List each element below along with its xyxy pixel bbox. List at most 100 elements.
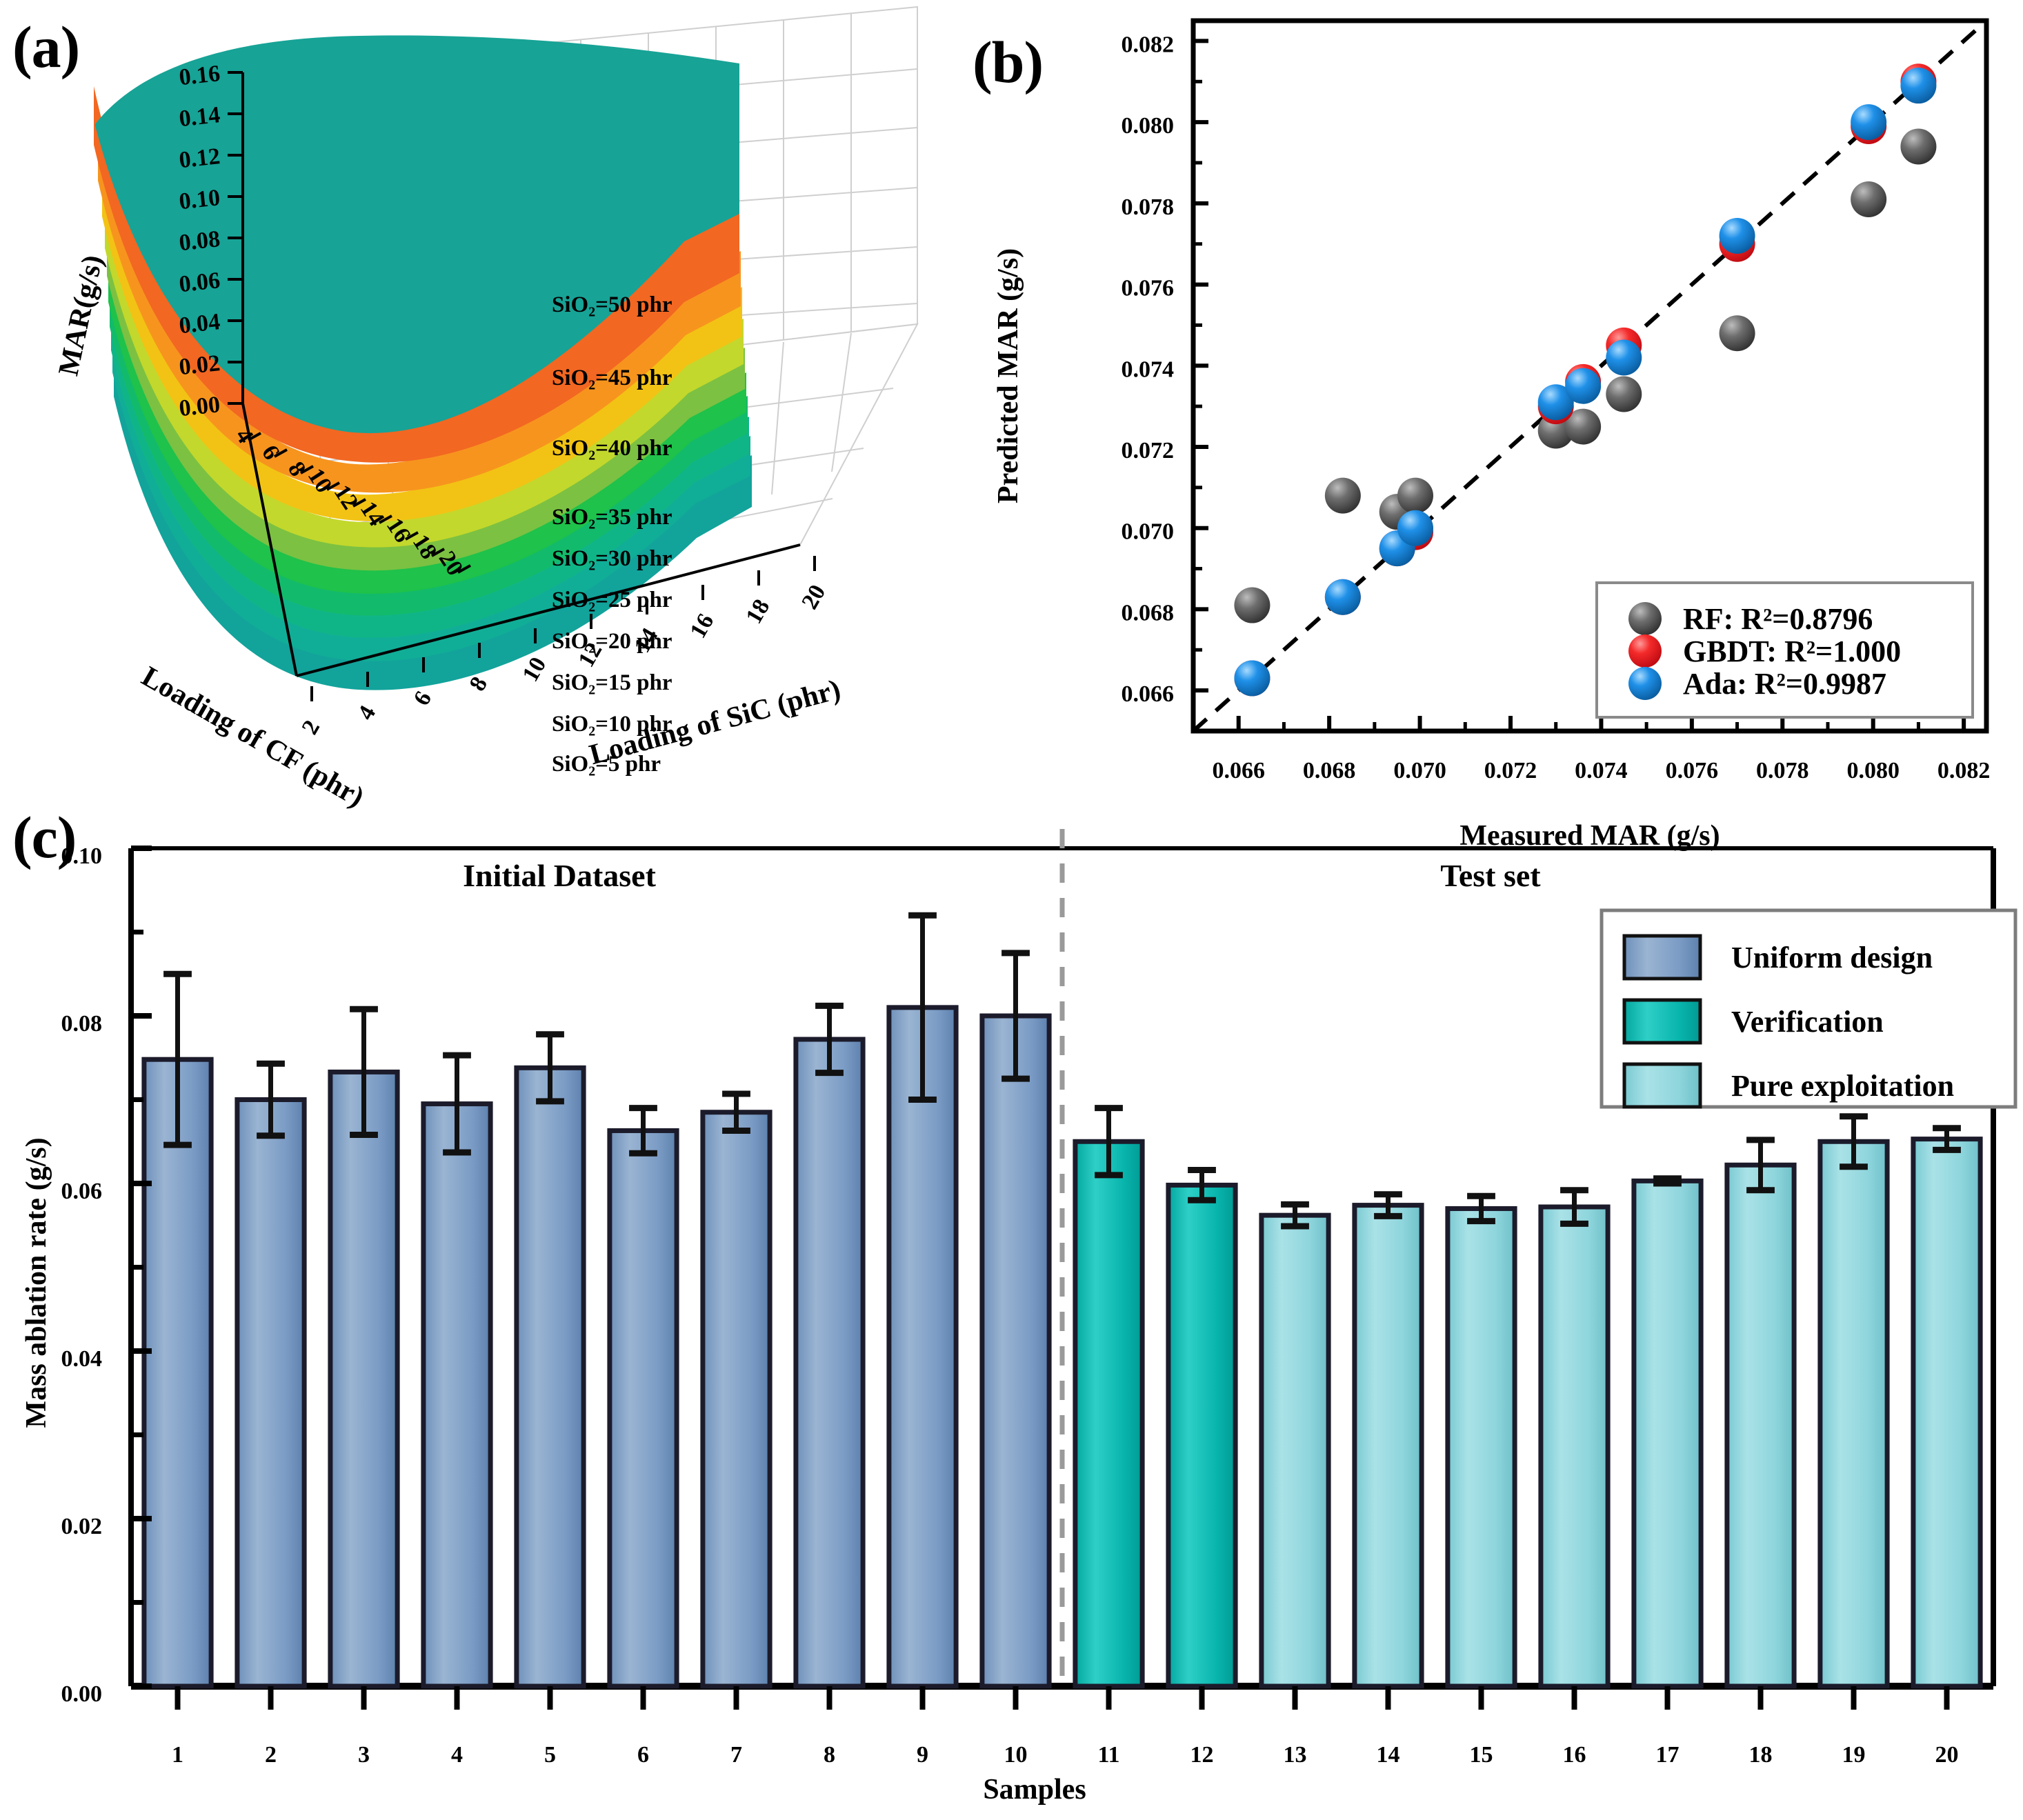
x-tick-label-5: 0.076: [1666, 758, 1719, 783]
z-tick-3: 0.10: [178, 185, 221, 214]
bar-8[interactable]: [793, 1037, 866, 1689]
x-tick-label-4: 0.074: [1575, 758, 1628, 783]
scatter-point-ada: [1565, 368, 1602, 404]
bar-10[interactable]: [979, 1013, 1052, 1689]
scatter-point-ada: [1234, 660, 1270, 697]
scatter-point-rf: [1324, 477, 1361, 514]
x-tick-label-9: 9: [917, 1742, 928, 1768]
x-tick-label-15: 15: [1470, 1742, 1493, 1768]
parity-scatter-plot: 0.066 0.068 0.070 0.072 0.074 0.076 0.078 0.080…: [993, 18, 1991, 852]
scatter-point-ada: [1397, 510, 1433, 546]
x-axis-label: Samples: [983, 1774, 1086, 1806]
bar-4[interactable]: [421, 1101, 493, 1689]
x-tick-label-5: 5: [544, 1742, 556, 1768]
scatter-point-ada: [1324, 579, 1361, 615]
surface-series-labels: SiO₂=50 phr SiO₂=45 phr SiO₂=40 phr SiO₂…: [552, 292, 672, 777]
bar-20[interactable]: [1911, 1137, 1983, 1689]
surface-ribbons: [94, 35, 752, 690]
scatter-points: [1234, 63, 1937, 697]
x-tick-label-3: 0.072: [1484, 758, 1537, 783]
scatter-point-ada: [1537, 384, 1574, 421]
y-tick-label-0: 0.066: [1122, 681, 1175, 707]
bar-7[interactable]: [700, 1110, 773, 1689]
legend-label-rf: RF: R²=0.8796: [1683, 602, 1873, 636]
legend-panel-c: Uniform design Verification Pure exploit…: [1600, 908, 2017, 1109]
bar-2[interactable]: [235, 1097, 307, 1689]
axes-ticks: 0.066 0.068 0.070 0.072 0.074 0.076 0.078 0.080…: [1122, 32, 1991, 783]
x-tick-label-16: 16: [1563, 1742, 1586, 1768]
y-tick-label-4: 0.08: [61, 1011, 103, 1037]
scatter-point-rf: [1397, 477, 1433, 514]
x-tick-label-14: 14: [1377, 1742, 1400, 1768]
y-tick-label-1: 0.02: [61, 1514, 103, 1539]
scatter-point-ada: [1719, 217, 1755, 254]
x-tick-label-4: 4: [451, 1742, 463, 1768]
bar-15[interactable]: [1445, 1206, 1517, 1689]
x-tick-label-0: 0.066: [1212, 758, 1265, 783]
surface-plot-3d: 0.16 0.14 0.12 0.10 0.08 0.06 0.04 0.02 …: [52, 6, 919, 814]
z-tick-7: 0.02: [178, 350, 221, 380]
x-tick-label-13: 13: [1284, 1742, 1307, 1768]
y-tick-3: 8: [465, 672, 493, 695]
legend-swatch-uniform-design: [1622, 934, 1702, 981]
bar-16[interactable]: [1538, 1204, 1611, 1689]
bar-5[interactable]: [514, 1065, 586, 1689]
panel-c-label: (c): [12, 804, 77, 870]
legend-panel-b: RF: R²=0.8796 GBDT: R²=1.000 Ada: R²=0.9…: [1595, 581, 1974, 719]
scatter-point-rf: [1234, 587, 1270, 623]
bar-13[interactable]: [1259, 1212, 1331, 1689]
y-tick-label-3: 0.06: [61, 1179, 103, 1204]
x-tick-label-17: 17: [1656, 1742, 1680, 1768]
x-tick-label-7: 7: [730, 1742, 742, 1768]
annotation-test-set: Test set: [1440, 858, 1541, 893]
bar-17[interactable]: [1631, 1178, 1704, 1689]
z-tick-6: 0.04: [178, 309, 221, 339]
surface-label-30: SiO₂=30 phr: [552, 546, 672, 571]
legend-swatch-pure-exploitation: [1622, 1062, 1702, 1109]
y-tick-1: 4: [353, 701, 381, 724]
surface-label-50: SiO₂=50 phr: [552, 292, 672, 317]
y-tick-7: 16: [685, 610, 719, 643]
x-tick-label-2: 0.070: [1393, 758, 1446, 783]
y-tick-0: 2: [297, 716, 326, 739]
bar-11[interactable]: [1073, 1139, 1145, 1689]
y-tick-label-6: 0.078: [1122, 194, 1175, 220]
legend-label-verification: Verification: [1731, 1005, 1884, 1039]
bar-6[interactable]: [607, 1128, 679, 1689]
bar-1[interactable]: [141, 1057, 214, 1689]
x-tick-label-1: 1: [172, 1742, 183, 1768]
x-tick-label-6: 6: [637, 1742, 649, 1768]
error-bars-group: [163, 912, 1961, 1230]
surface-label-5: SiO₂=5 phr: [552, 752, 661, 777]
scatter-point-rf: [1565, 408, 1602, 445]
y-tick-label-2: 0.070: [1122, 519, 1175, 545]
bar-18[interactable]: [1724, 1162, 1797, 1689]
bar-14[interactable]: [1352, 1203, 1424, 1689]
panel-b-label: (b): [973, 29, 1044, 95]
z-axis-label: MAR(g/s): [52, 252, 109, 379]
y-axis-label: Mass ablation rate (g/s): [21, 1137, 52, 1428]
bar-19[interactable]: [1817, 1139, 1890, 1689]
legend-swatch-verification: [1622, 998, 1702, 1045]
scatter-point-rf: [1719, 315, 1755, 352]
annotation-initial-dataset: Initial Dataset: [463, 858, 657, 893]
surface-label-15: SiO₂=15 phr: [552, 670, 672, 695]
panel-b: (b) 0.066 0.068 0.070 0.072 0.074 0.076 0.078 0…: [966, 0, 2023, 876]
x-tick-label-10: 10: [1004, 1742, 1028, 1768]
scatter-point-rf: [1851, 181, 1887, 217]
scatter-point-ada: [1900, 68, 1937, 104]
x-tick-label-12: 12: [1190, 1742, 1214, 1768]
x-tick-label-20: 20: [1935, 1742, 1959, 1768]
y-tick-label-1: 0.068: [1122, 600, 1175, 626]
y-axis-label: Predicted MAR (g/s): [993, 248, 1024, 503]
x-tick-label-7: 0.080: [1846, 758, 1900, 783]
panel-c: (c) 0.00 0.02 0.04 0.06 0.08 0.10 1 2 3 4 5 6 7 8 9 10 1…: [0, 800, 2023, 1820]
surface-label-25: SiO₂=25 phr: [552, 588, 672, 612]
y-tick-label-8: 0.082: [1122, 32, 1175, 57]
legend-marker-ada: [1628, 667, 1662, 700]
bar-12[interactable]: [1166, 1182, 1238, 1689]
legend-marker-gbdt: [1628, 634, 1662, 668]
bar-9[interactable]: [886, 1005, 959, 1689]
bar-3[interactable]: [328, 1069, 400, 1689]
axes-ticks: 0.000.020.040.060.080.101 2 3 4 5 6 7 8 9 10 11 12 1…: [61, 843, 1959, 1768]
